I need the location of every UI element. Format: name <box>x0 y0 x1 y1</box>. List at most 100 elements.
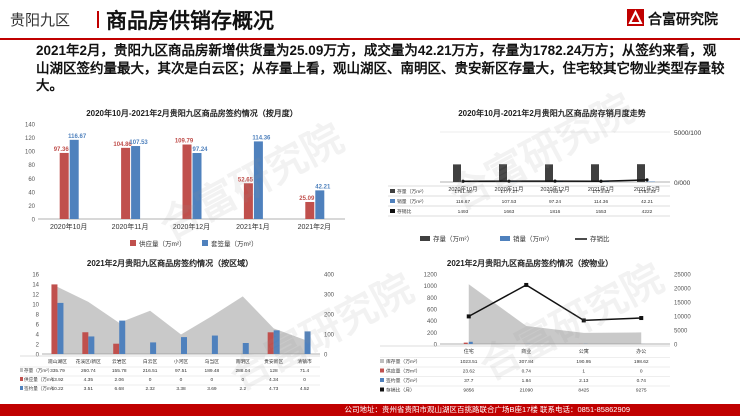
table-cell: 0 <box>180 377 183 383</box>
data-point <box>599 179 603 183</box>
table-cell: 128 <box>270 368 278 374</box>
table-cell: 4.35 <box>84 377 94 383</box>
region-label: 贵阳九区 <box>10 12 71 29</box>
table-cell: 1763.9 <box>548 189 563 195</box>
y2-tick-label: 5000 <box>674 329 688 335</box>
chart-stock-sales-trend: 2020年10月-2021年2月贵阳九区商品房存销月度走势 5000/100 0/0… <box>388 108 701 243</box>
legend-label: 销量（万m²） <box>513 234 553 243</box>
table-cell: 42.21 <box>641 199 653 205</box>
table-cell: 1782.24 <box>638 189 656 195</box>
summary-text: 2021年2月，贵阳九区商品房新增供货量为25.09万方，成交量为42.21万方… <box>36 43 725 93</box>
table-row-header: 销量（万m²） <box>397 198 427 205</box>
legend-swatch <box>380 368 384 373</box>
table-cell: 288.04 <box>235 368 250 374</box>
table-column-header: 贵安新区 <box>264 358 283 365</box>
bar <box>304 331 311 354</box>
data-point <box>581 318 586 323</box>
y-tick-label: 8 <box>36 313 40 319</box>
legend-label: 套签量（万m²） <box>211 239 258 248</box>
x-tick-label: 2021年2月 <box>298 222 331 231</box>
x-tick-label: 2021年1月 <box>588 185 614 193</box>
table-cell: 8425 <box>578 388 589 394</box>
bar <box>57 302 64 354</box>
bar <box>305 201 315 219</box>
table-cell: 1493 <box>458 209 469 215</box>
bar <box>113 343 120 354</box>
x-tick-label: 2020年10月 <box>50 222 87 231</box>
table-cell: 1553 <box>596 209 607 215</box>
table-column-header: 公寓 <box>579 348 589 355</box>
table-cell: 6.68 <box>115 386 125 392</box>
table-column-header: 乌当区 <box>205 358 220 365</box>
bar <box>637 164 645 182</box>
y2-tick-label: 20000 <box>674 287 691 293</box>
table-cell: 3.69 <box>207 386 217 392</box>
bar <box>181 337 187 354</box>
table-cell: 23.62 <box>463 369 475 375</box>
y-tick-label: 80 <box>28 163 35 169</box>
table-cell: 198.62 <box>634 359 649 365</box>
series-area <box>468 284 642 344</box>
y-tick-label: 10 <box>32 303 39 309</box>
data-point <box>466 314 471 319</box>
legend-swatch <box>380 378 384 382</box>
data-label: 52.65 <box>238 177 254 183</box>
bar <box>59 152 69 219</box>
bar <box>273 330 280 354</box>
table-cell: 9856 <box>463 388 474 394</box>
table-cell: 2.13 <box>579 378 589 384</box>
bar <box>131 146 141 219</box>
y2-tick-label: 0 <box>674 343 678 349</box>
bar <box>82 332 89 354</box>
table-cell: 97.51 <box>175 368 187 374</box>
footer-contact: 公司地址：贵州省贵阳市观山湖区百挑路联合广场B座17楼 联系电话：0851-85… <box>344 405 630 414</box>
y2-tick-label: 5000/100 <box>674 130 701 137</box>
table-column-header: 商业 <box>521 348 531 355</box>
bar <box>463 342 468 344</box>
table-cell: 4.34 <box>269 377 279 383</box>
table-cell: 1 <box>582 369 585 375</box>
data-point <box>507 179 511 183</box>
table-row-header: 存销比（月） <box>386 387 415 394</box>
y2-tick-label: 10000 <box>674 315 691 321</box>
bar <box>88 336 95 354</box>
table-column-header: 南明区 <box>236 358 251 365</box>
bar <box>453 164 461 182</box>
series-line <box>468 284 642 322</box>
bar <box>315 190 325 219</box>
data-label: 109.79 <box>175 138 194 144</box>
table-cell: 189.48 <box>205 368 220 374</box>
x-tick-label: 2020年11月 <box>495 185 524 193</box>
table-cell: 0 <box>241 377 244 383</box>
table-row-header: 存量（万m²） <box>397 188 427 195</box>
table-column-header: 白云区 <box>143 358 158 365</box>
table-cell: 1777.27 <box>500 189 518 195</box>
legend-swatch <box>20 368 23 372</box>
y-tick-label: 14 <box>32 283 39 289</box>
table-row-header: 存销比 <box>397 208 412 215</box>
y2-tick-label: 0/000 <box>674 180 691 187</box>
table-cell: 155.78 <box>112 368 127 374</box>
table-cell: 0 <box>211 377 214 383</box>
footer-bar: 公司地址：贵州省贵阳市观山湖区百挑路联合广场B座17楼 联系电话：0851-85… <box>0 404 740 416</box>
legend-swatch <box>202 240 208 246</box>
data-label: 114.36 <box>252 135 271 141</box>
table-cell: 0.74 <box>637 378 647 384</box>
chart-title: 2020年10月-2021年2月贵阳九区商品房存销月度走势 <box>458 108 646 118</box>
table-column-header: 云岩区 <box>112 358 127 365</box>
table-column-header: 小河区 <box>174 358 189 365</box>
table-column-header: 花溪区/新区 <box>76 358 102 365</box>
chart-title: 2021年2月贵阳九区商品房签约情况（按物业） <box>447 258 613 268</box>
table-cell: 216.51 <box>143 368 158 374</box>
table-cell: 116.67 <box>456 199 471 205</box>
y-tick-label: 140 <box>25 123 36 129</box>
bar <box>51 284 58 354</box>
data-point <box>553 179 557 183</box>
y2-tick-label: 25000 <box>674 273 691 279</box>
table-cell: 37.7 <box>464 378 474 384</box>
legend-label: 存销比 <box>590 234 610 243</box>
bar <box>468 341 473 344</box>
data-point <box>645 178 649 182</box>
y-tick-label: 2 <box>36 343 40 349</box>
header-separator <box>97 11 99 28</box>
